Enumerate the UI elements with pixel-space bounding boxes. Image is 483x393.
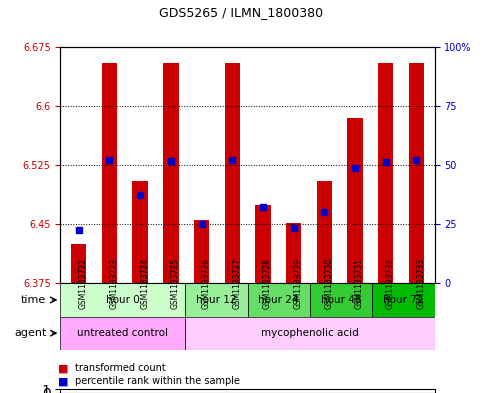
Text: GSM1133726: GSM1133726 [201, 258, 211, 309]
Bar [316, 181, 332, 283]
Bar [132, 181, 148, 283]
Bar [71, 244, 86, 283]
Bar [194, 220, 209, 283]
Text: GSM1133724: GSM1133724 [140, 258, 149, 309]
Text: GSM1133733: GSM1133733 [416, 258, 426, 309]
Text: agent: agent [14, 328, 46, 338]
Text: GDS5265 / ILMN_1800380: GDS5265 / ILMN_1800380 [159, 6, 324, 19]
Text: percentile rank within the sample: percentile rank within the sample [75, 376, 240, 386]
Text: untreated control: untreated control [77, 328, 168, 338]
FancyBboxPatch shape [185, 283, 248, 316]
Text: GSM1133732: GSM1133732 [385, 258, 395, 309]
Text: GSM1133725: GSM1133725 [171, 258, 180, 309]
Bar [378, 63, 393, 283]
Text: ■: ■ [58, 376, 69, 386]
Text: time: time [21, 295, 46, 305]
FancyBboxPatch shape [372, 283, 435, 316]
Text: GSM1133727: GSM1133727 [232, 258, 241, 309]
Text: GSM1133723: GSM1133723 [110, 258, 118, 309]
Text: hour 24: hour 24 [258, 295, 299, 305]
Bar [255, 205, 270, 283]
FancyBboxPatch shape [310, 283, 372, 316]
Bar [347, 118, 363, 283]
Bar [409, 63, 424, 283]
Text: GSM1133728: GSM1133728 [263, 258, 272, 309]
FancyBboxPatch shape [60, 283, 185, 316]
Text: hour 0: hour 0 [106, 295, 140, 305]
Text: hour 72: hour 72 [383, 295, 424, 305]
Bar [163, 63, 179, 283]
FancyBboxPatch shape [248, 283, 310, 316]
Bar [225, 63, 240, 283]
Text: GSM1133722: GSM1133722 [79, 258, 88, 309]
Text: hour 12: hour 12 [196, 295, 237, 305]
Text: ■: ■ [58, 364, 69, 373]
Text: transformed count: transformed count [75, 364, 166, 373]
Text: GSM1133729: GSM1133729 [294, 258, 302, 309]
Text: mycophenolic acid: mycophenolic acid [261, 328, 359, 338]
FancyBboxPatch shape [185, 316, 435, 350]
Bar [286, 223, 301, 283]
Text: GSM1133731: GSM1133731 [355, 258, 364, 309]
Text: GSM1133730: GSM1133730 [324, 258, 333, 309]
Text: hour 48: hour 48 [321, 295, 361, 305]
FancyBboxPatch shape [60, 316, 185, 350]
Bar [102, 63, 117, 283]
